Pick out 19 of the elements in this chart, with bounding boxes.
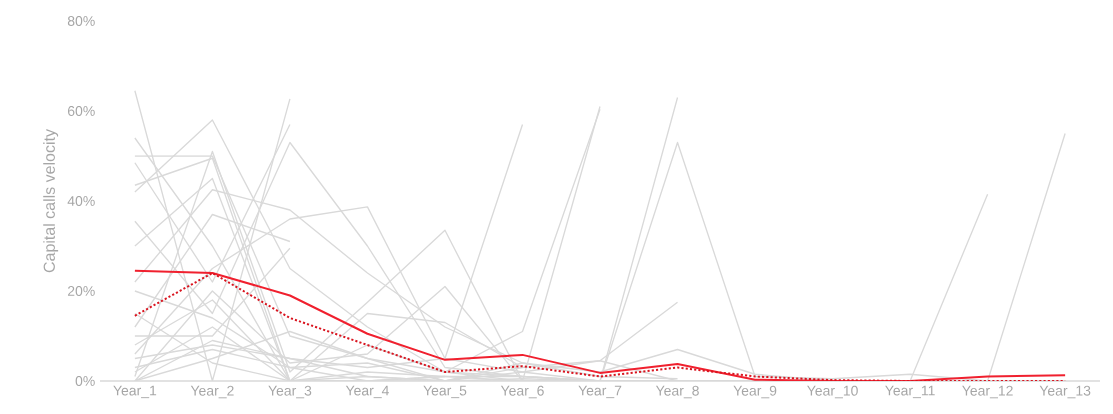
x-tick-label: Year_3	[268, 385, 312, 399]
y-axis-title: Capital calls velocity	[43, 129, 59, 273]
x-tick-label: Year_4	[345, 385, 389, 399]
x-tick-label: Year_5	[423, 385, 467, 399]
y-tick-label: 60%	[67, 106, 95, 116]
y-tick-label: 0%	[75, 376, 95, 386]
x-tick-label: Year_6	[500, 385, 544, 399]
x-tick-label: Year_7	[578, 385, 622, 399]
y-tick-label: 20%	[67, 286, 95, 296]
x-tick-label: Year_10	[807, 385, 858, 399]
y-tick-label: 80%	[67, 16, 95, 26]
x-tick-label: Year_2	[190, 385, 234, 399]
x-tick-label: Year_1	[113, 385, 157, 399]
x-tick-label: Year_8	[655, 385, 699, 399]
x-tick-label: Year_12	[962, 385, 1013, 399]
y-tick-label: 40%	[67, 196, 95, 206]
x-tick-label: Year_11	[885, 385, 935, 399]
x-tick-label: Year_13	[1039, 385, 1091, 399]
x-tick-label: Year_9	[733, 385, 777, 399]
